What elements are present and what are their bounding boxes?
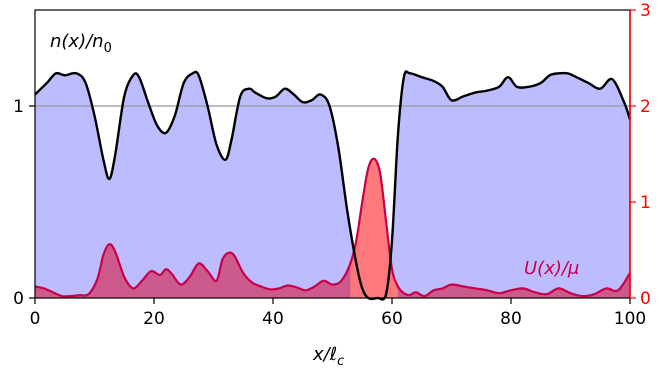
potential-series-label: U(x)/μ <box>524 258 579 279</box>
left-y-axis-ticks: 01 <box>13 97 35 309</box>
density-series-label: n(x)/n0 <box>50 31 112 56</box>
density-area-fill <box>35 71 630 300</box>
fill-layer <box>35 71 630 300</box>
x-axis-ticks: 0 20 40 60 80 100 <box>30 298 646 329</box>
x-tick-label: 40 <box>262 309 284 329</box>
left-y-tick-label: 0 <box>13 289 24 309</box>
left-y-tick-label: 1 <box>13 97 24 117</box>
x-tick-label: 60 <box>381 309 403 329</box>
density-series-line <box>34 70 632 301</box>
right-y-tick-label: 1 <box>640 193 651 213</box>
x-tick-label: 20 <box>143 309 165 329</box>
right-y-axis-ticks: 0 1 2 3 <box>630 1 651 309</box>
x-tick-label: 100 <box>614 309 646 329</box>
line-layer <box>34 70 632 301</box>
right-y-tick-label: 0 <box>640 289 651 309</box>
right-y-tick-label: 3 <box>640 1 651 21</box>
x-tick-label: 80 <box>500 309 522 329</box>
right-y-tick-label: 2 <box>640 97 651 117</box>
x-tick-label: 0 <box>30 309 41 329</box>
potential-peak-fill <box>350 158 398 298</box>
x-axis-label: x/ℓc <box>312 344 344 369</box>
potential-series-line <box>34 157 631 298</box>
